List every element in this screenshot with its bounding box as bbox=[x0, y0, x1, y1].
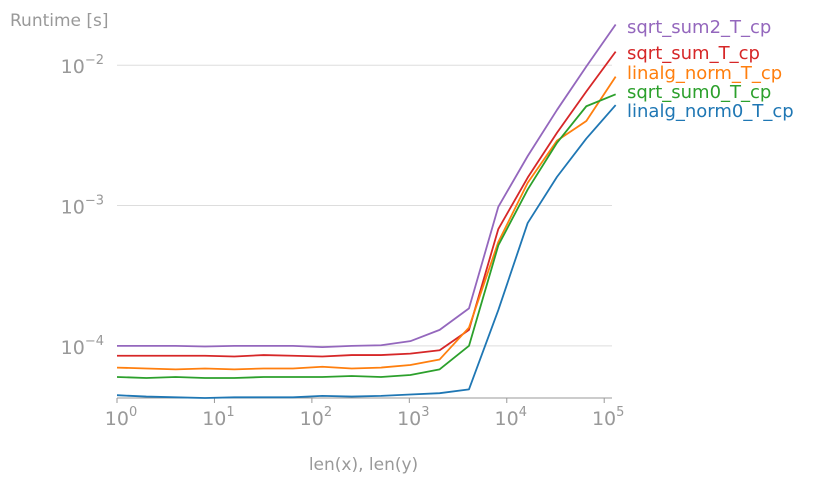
x-tick-label: 102 bbox=[300, 405, 332, 430]
series-line-sqrt_sum0_T_cp bbox=[116, 93, 616, 379]
x-tick-label: 103 bbox=[397, 405, 429, 430]
x-tick-label: 101 bbox=[202, 405, 234, 430]
legend-label-linalg_norm0_T_cp: linalg_norm0_T_cp bbox=[627, 101, 794, 122]
x-tick-label: 105 bbox=[592, 405, 624, 430]
y-axis-label: Runtime [s] bbox=[10, 11, 109, 31]
x-axis-label: len(x), len(y) bbox=[309, 455, 418, 475]
series-line-linalg_norm0_T_cp bbox=[116, 104, 617, 399]
series-lines bbox=[116, 24, 617, 399]
legend-label-sqrt_sum2_T_cp: sqrt_sum2_T_cp bbox=[627, 17, 771, 38]
x-tick-label: 100 bbox=[105, 405, 137, 430]
legend-label-linalg_norm_T_cp: linalg_norm_T_cp bbox=[627, 63, 782, 84]
series-line-linalg_norm_T_cp bbox=[116, 76, 617, 371]
y-axis-ticks: 10−4 10−3 10−2 bbox=[61, 53, 104, 359]
legend: sqrt_sum2_T_cp sqrt_sum_T_cplinalg_norm_T… bbox=[627, 17, 794, 122]
legend-label-sqrt_sum_T_cp: sqrt_sum_T_cp bbox=[627, 43, 760, 64]
series-line-sqrt_sum_T_cp bbox=[117, 51, 617, 358]
legend-label-sqrt_sum0_T_cp: sqrt_sum0_T_cp bbox=[627, 82, 771, 103]
y-tick-label: 10−3 bbox=[61, 194, 104, 219]
x-tick-label: 104 bbox=[495, 405, 527, 430]
y-tick-label: 10−2 bbox=[61, 53, 104, 78]
y-tick-label: 10−4 bbox=[61, 334, 104, 359]
series-line-sqrt_sum2_T_cp bbox=[117, 24, 617, 348]
x-axis-ticks: 100 101 102 103 104 105 bbox=[105, 398, 624, 430]
